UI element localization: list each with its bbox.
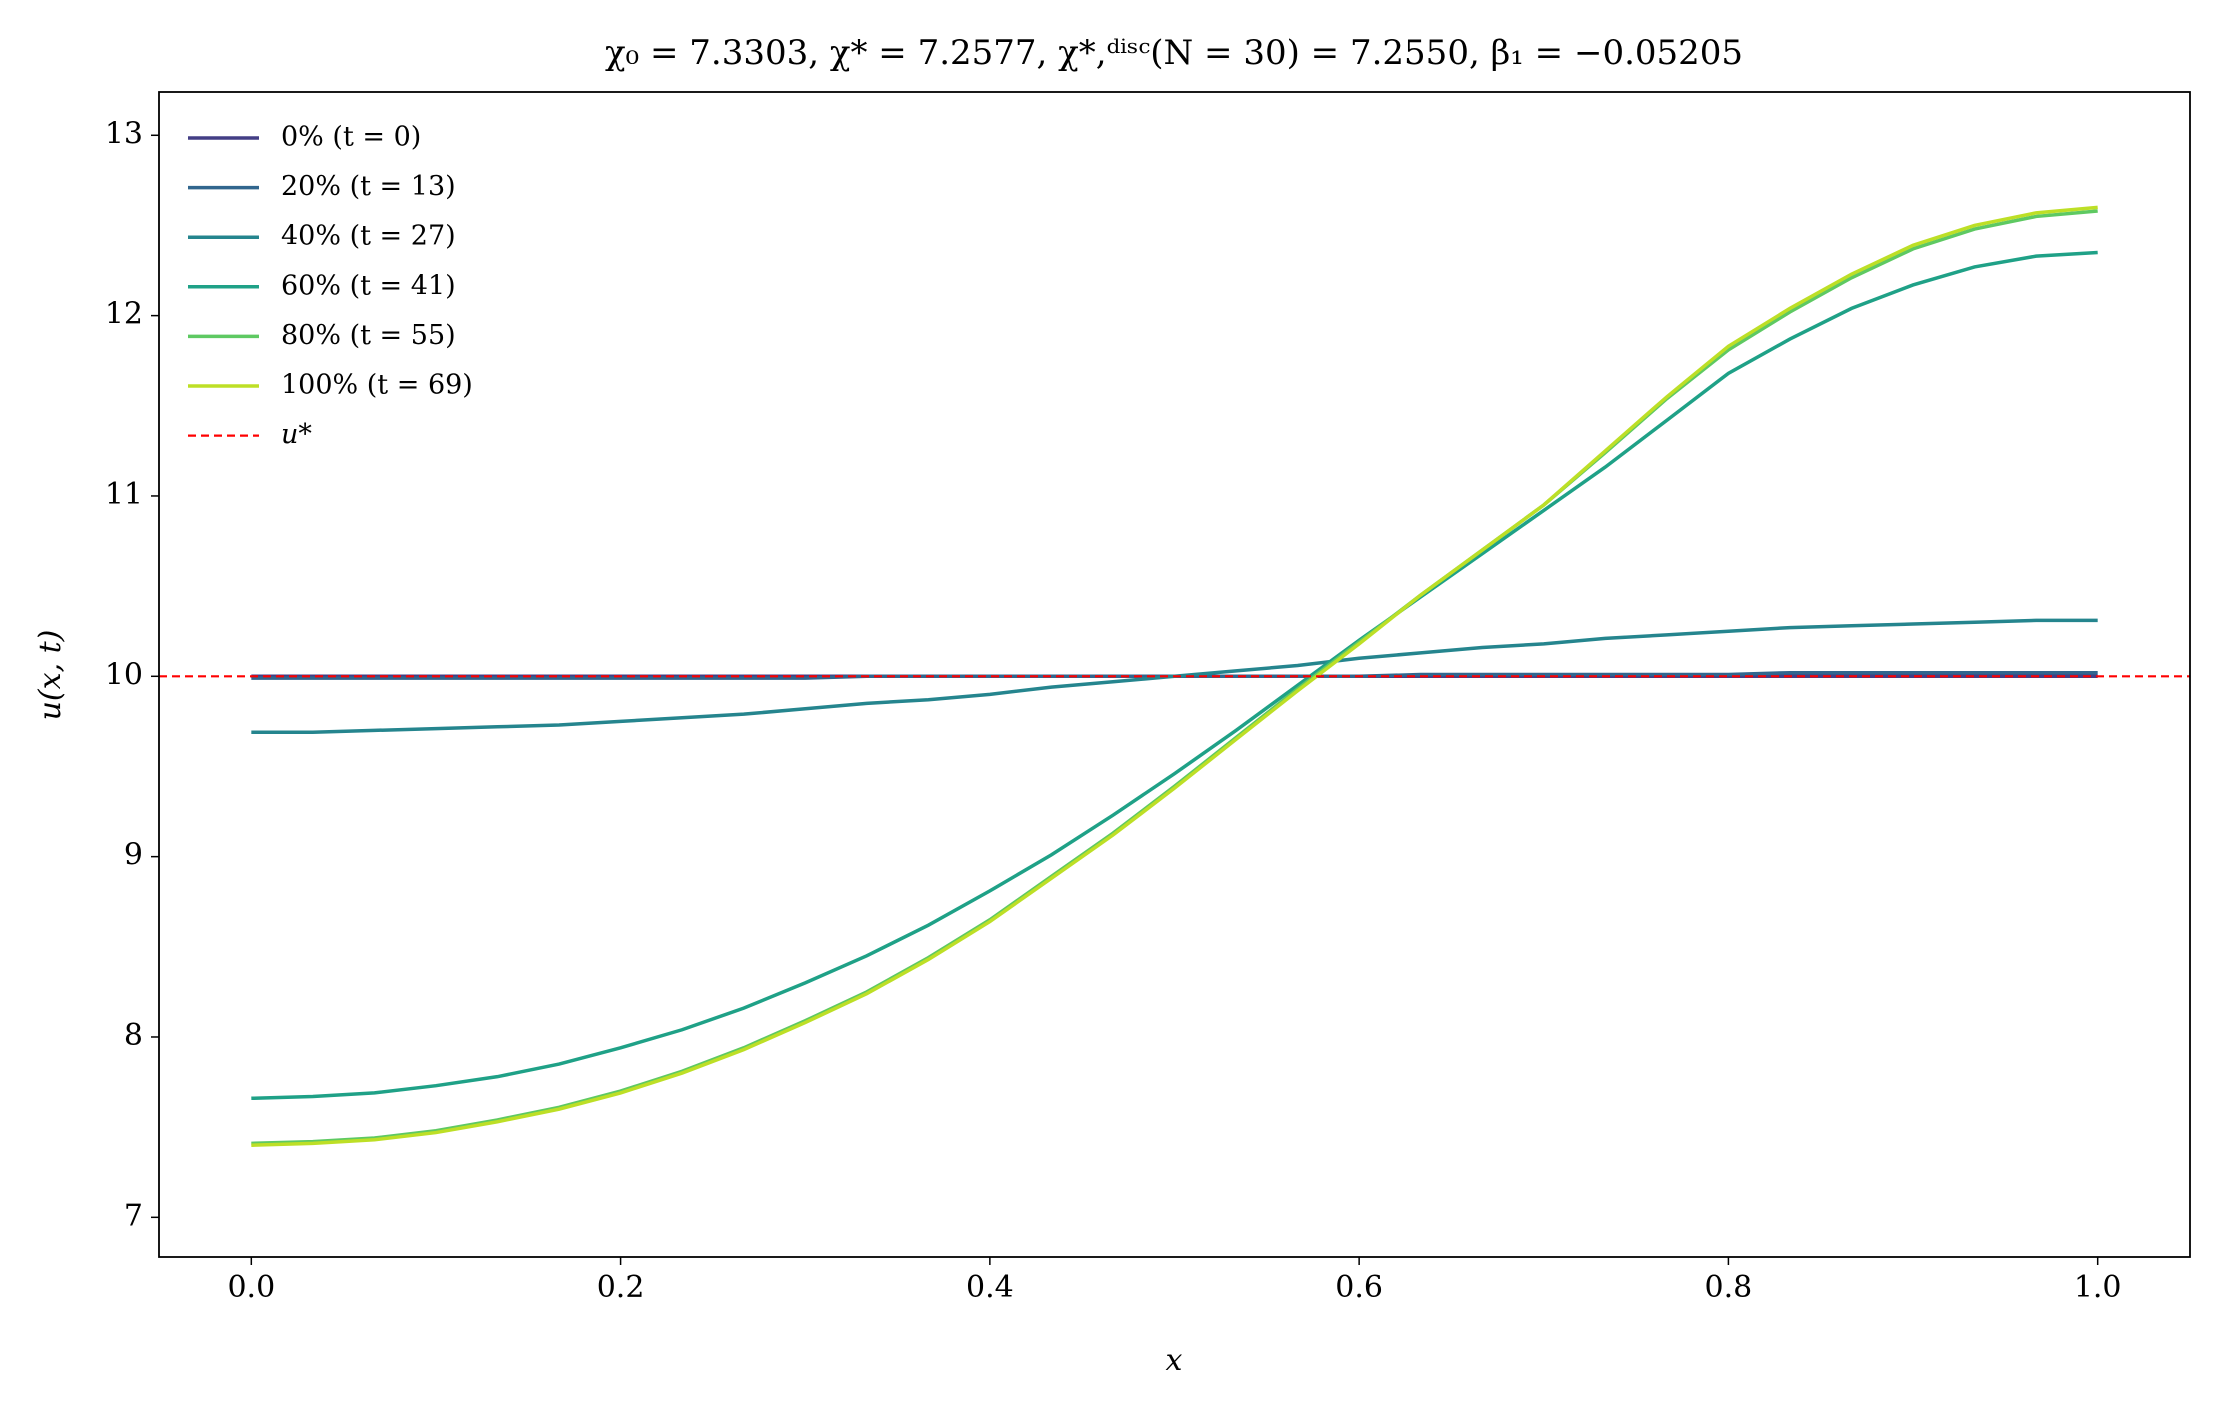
y-tick-label: 10 [105,657,143,692]
x-tick-label: 0.6 [1335,1270,1383,1305]
y-tick-label: 11 [105,477,143,512]
x-tick-label: 0.0 [227,1270,275,1305]
x-axis-label: x [1166,1343,1183,1378]
x-tick-label: 0.8 [1705,1270,1753,1305]
y-tick-label: 9 [124,838,143,873]
chart-title: χ₀ = 7.3303, χ* = 7.2577, χ*,ᵈⁱˢᶜ(N = 30… [605,33,1743,73]
series-line [251,205,2098,1147]
y-tick-label: 13 [105,116,143,151]
y-axis-label: u(x, t) [33,630,68,721]
series-line [251,250,2098,1101]
x-tick-label: 0.4 [966,1270,1014,1305]
legend-label: 0% (t = 0) [281,122,421,153]
legend-label: 60% (t = 41) [281,270,456,301]
x-tick-label: 1.0 [2074,1270,2122,1305]
y-tick-label: 12 [105,297,143,332]
x-tick-label: 0.2 [597,1270,645,1305]
y-tick-label: 7 [124,1198,143,1233]
y-tick-label: 8 [124,1018,143,1053]
plot-frame [158,91,2191,1258]
legend-label: 40% (t = 27) [281,221,456,252]
legend-label: 80% (t = 55) [281,320,456,351]
legend-label: 20% (t = 13) [281,171,456,202]
legend-label: u* [281,419,312,450]
legend-label: 100% (t = 69) [281,370,473,401]
